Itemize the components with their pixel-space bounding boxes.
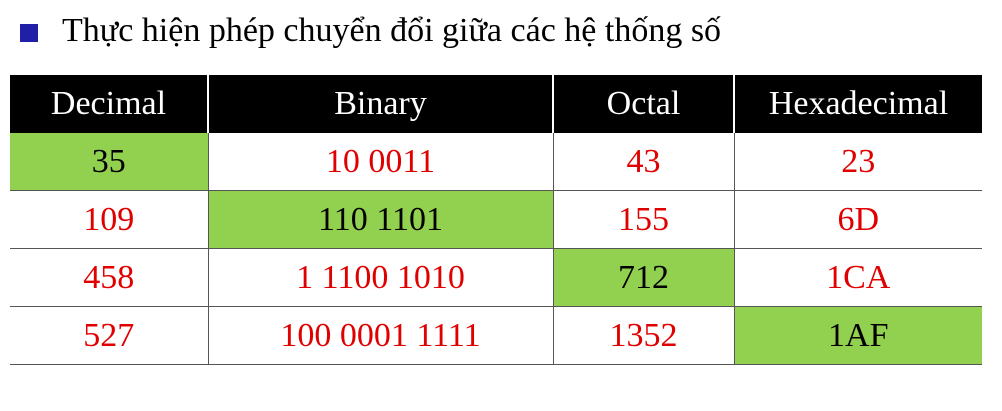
cell-hexadecimal: 6D: [733, 190, 982, 249]
cell-hexadecimal: 1CA: [733, 248, 982, 307]
column-header-octal: Octal: [552, 75, 734, 133]
table-row: 109 110 1101 155 6D: [10, 190, 982, 249]
cell-octal: 43: [552, 133, 734, 191]
cell-decimal: 458: [10, 248, 208, 307]
cell-binary: 10 0011: [207, 133, 553, 191]
cell-octal: 712: [552, 248, 734, 307]
cell-binary: 110 1101: [207, 190, 553, 249]
cell-binary: 100 0001 1111: [207, 306, 553, 365]
cell-hexadecimal: 23: [733, 133, 982, 191]
cell-decimal: 527: [10, 306, 208, 365]
table-header-row: Decimal Binary Octal Hexadecimal: [10, 75, 982, 133]
cell-binary: 1 1100 1010: [207, 248, 553, 307]
number-system-conversion-table: Decimal Binary Octal Hexadecimal 35 10 0…: [10, 75, 982, 365]
column-header-binary: Binary: [207, 75, 553, 133]
square-bullet-icon: [20, 24, 38, 42]
table-row: 458 1 1100 1010 712 1CA: [10, 248, 982, 307]
cell-hexadecimal: 1AF: [733, 306, 982, 365]
table-row: 527 100 0001 1111 1352 1AF: [10, 306, 982, 365]
column-header-decimal: Decimal: [10, 75, 208, 133]
cell-decimal: 35: [10, 133, 208, 191]
column-header-hexadecimal: Hexadecimal: [733, 75, 982, 133]
cell-decimal: 109: [10, 190, 208, 249]
heading-text: Thực hiện phép chuyển đổi giữa các hệ th…: [62, 12, 722, 49]
table-row: 35 10 0011 43 23: [10, 133, 982, 191]
cell-octal: 1352: [552, 306, 734, 365]
cell-octal: 155: [552, 190, 734, 249]
slide-heading: Thực hiện phép chuyển đổi giữa các hệ th…: [20, 6, 721, 56]
